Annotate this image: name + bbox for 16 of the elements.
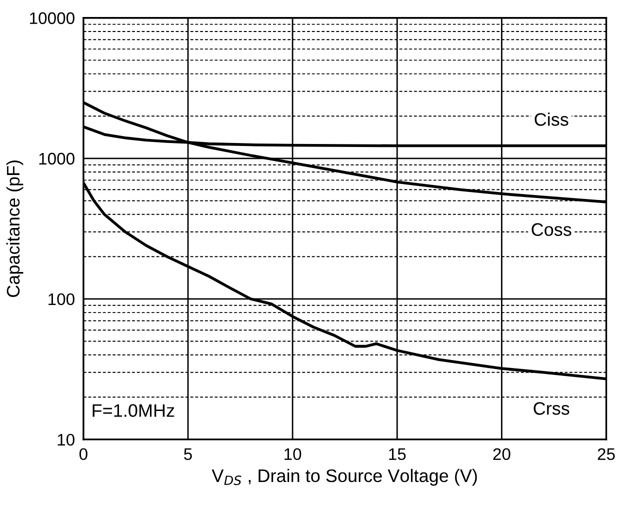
series-label: Coss <box>532 223 572 236</box>
x-tick-label: 10 <box>284 448 302 460</box>
x-tick-label: 5 <box>184 448 192 460</box>
x-tick-label: 15 <box>389 448 406 460</box>
y-tick-label: 10000 <box>30 12 74 24</box>
y-tick-label: 10 <box>58 434 74 446</box>
x-tick-label: 0 <box>79 448 88 460</box>
x-axis-title: V$_{DS}$ , Drain to Source Voltage (V) <box>212 468 477 486</box>
y-axis-title: Capacitance (pF) <box>6 160 24 297</box>
series-label: Crss <box>534 402 570 415</box>
series-label: Ciss <box>534 112 568 126</box>
y-tick-label: 1000 <box>39 152 74 165</box>
annotation: F=1.0MHz <box>92 404 174 417</box>
x-tick-label: 20 <box>493 448 510 460</box>
x-tick-label: 25 <box>598 448 615 460</box>
y-tick-label: 100 <box>48 293 74 306</box>
